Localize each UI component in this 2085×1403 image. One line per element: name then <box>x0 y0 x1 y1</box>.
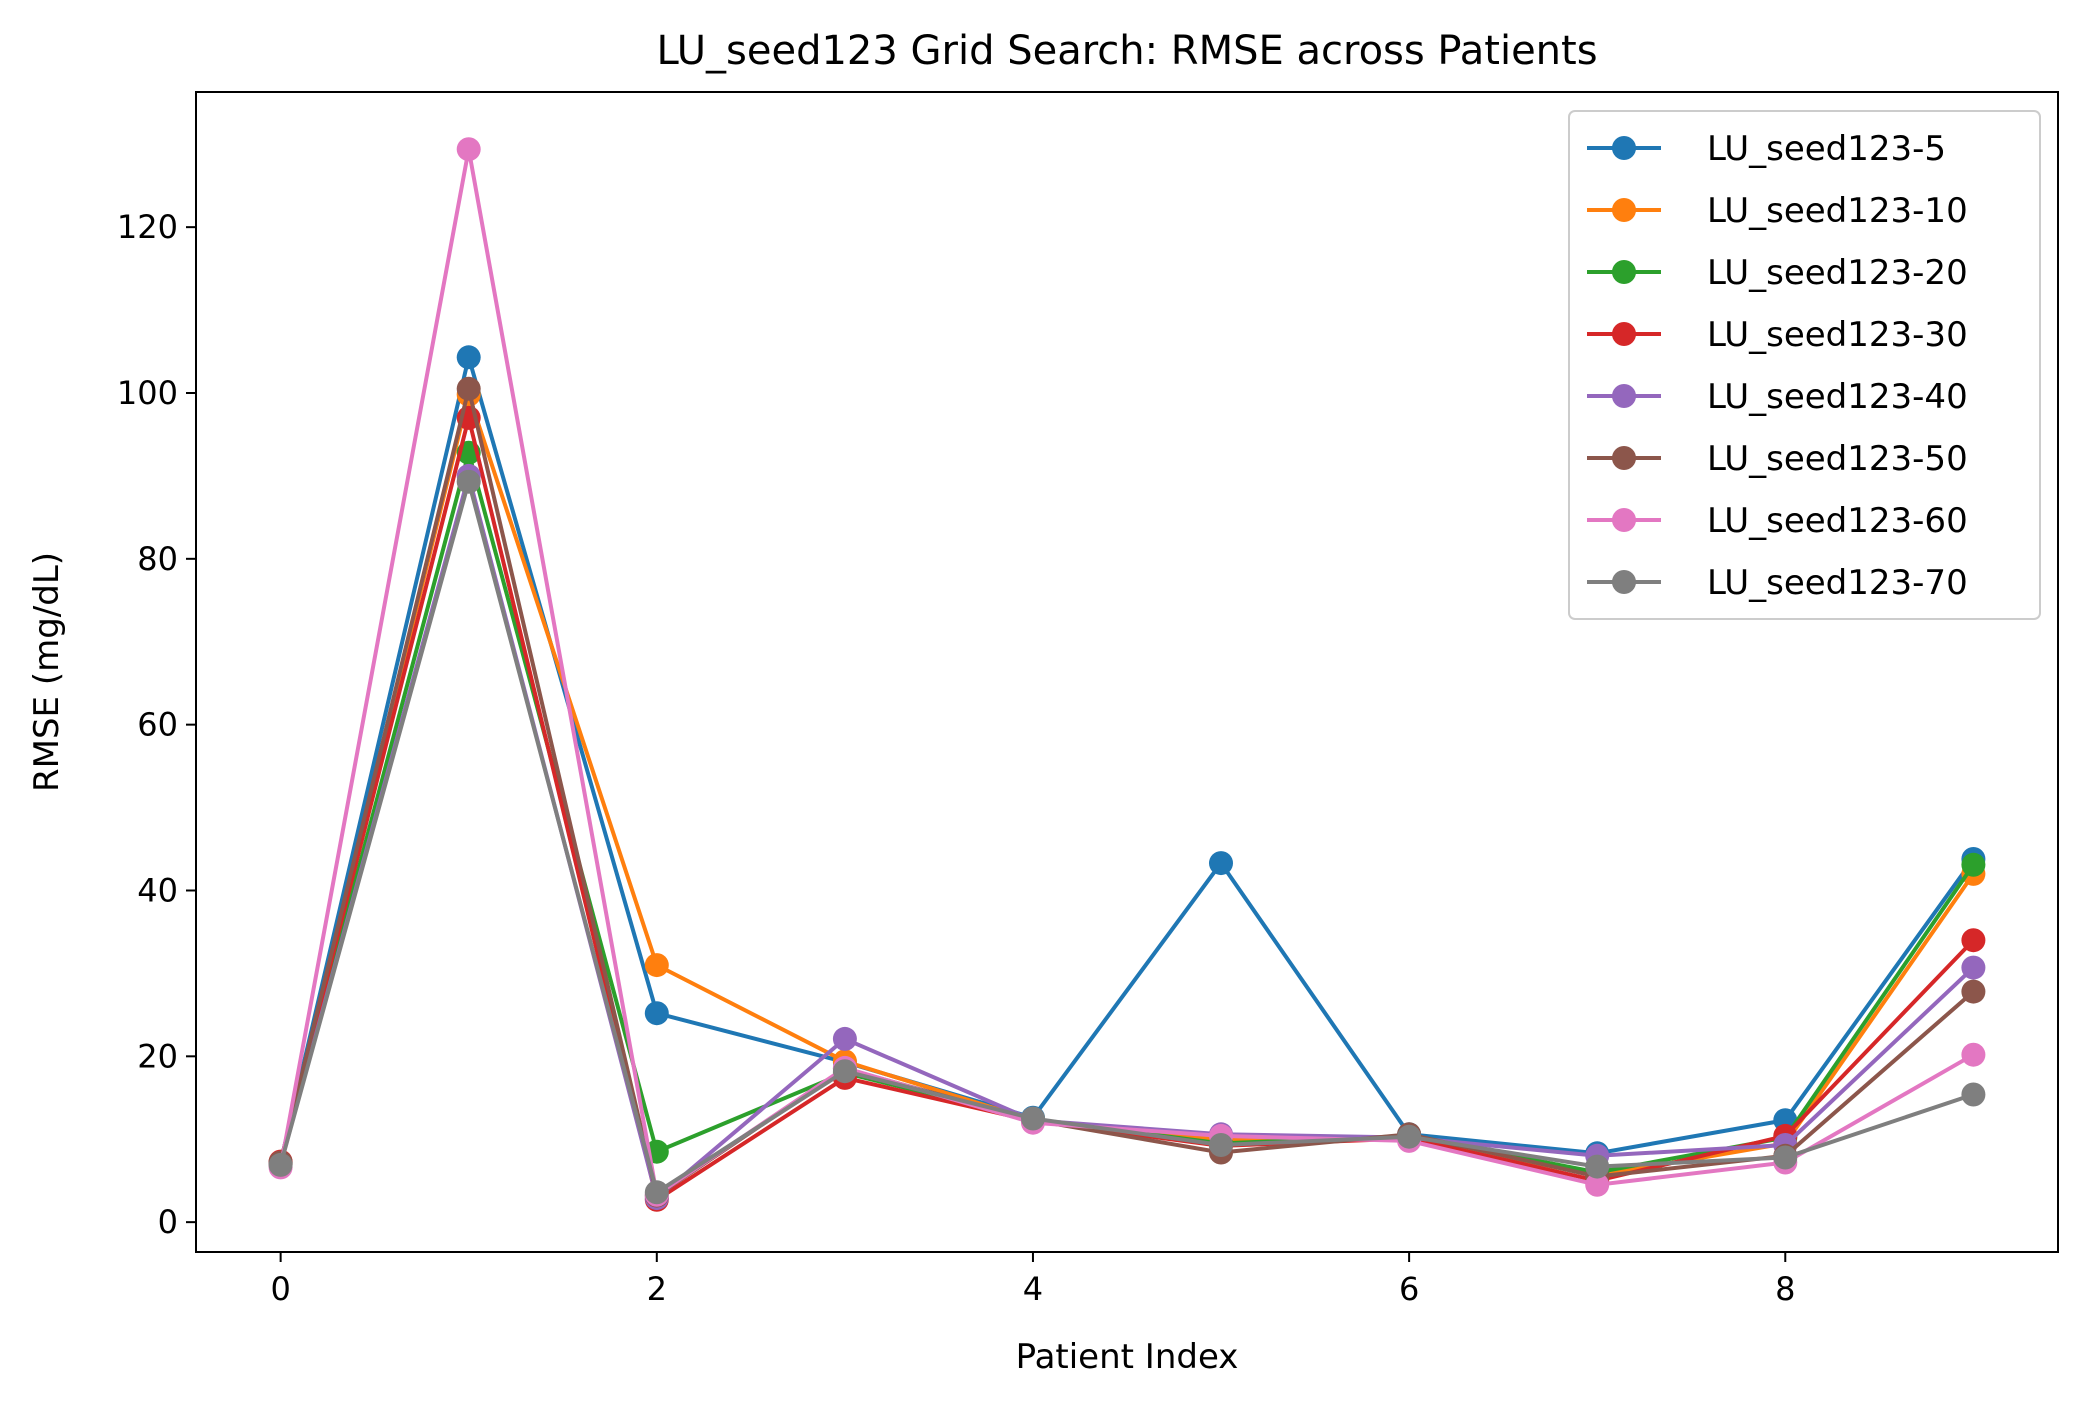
data-point <box>832 1026 857 1051</box>
legend-entry: LU_seed123-5 <box>1587 129 1946 169</box>
plot-frame <box>195 91 2059 1253</box>
legend-entry: LU_seed123-30 <box>1587 315 1968 355</box>
data-point <box>1209 851 1233 876</box>
data-point <box>1585 1172 1610 1197</box>
series-layer <box>268 137 1986 1212</box>
legend-label: LU_seed123-5 <box>1707 129 1946 169</box>
legend-label: LU_seed123-10 <box>1707 191 1968 231</box>
data-point <box>1773 1145 1798 1170</box>
data-point <box>456 376 481 401</box>
legend-entry: LU_seed123-50 <box>1587 439 1968 479</box>
data-point <box>1961 1082 1986 1107</box>
series-LU_seed123-70 <box>268 469 1986 1205</box>
legend-entry: LU_seed123-10 <box>1587 191 1968 231</box>
legend-box <box>1568 110 2041 620</box>
data-point <box>1961 928 1986 953</box>
y-tick-label: 120 <box>117 208 178 246</box>
y-tick-label: 0 <box>158 1203 178 1241</box>
data-point <box>1961 1042 1986 1067</box>
legend-label: LU_seed123-20 <box>1707 253 1968 293</box>
legend-marker <box>1612 322 1636 346</box>
data-point <box>1021 1106 1045 1131</box>
x-tick-label: 8 <box>1775 1270 1795 1308</box>
data-point <box>644 1001 669 1026</box>
y-tick-label: 20 <box>137 1037 178 1075</box>
data-point <box>456 137 481 162</box>
x-tick-label: 6 <box>1399 1270 1419 1308</box>
chart-title: LU_seed123 Grid Search: RMSE across Pati… <box>656 28 1597 74</box>
x-tick-label: 0 <box>270 1270 290 1308</box>
legend-entry: LU_seed123-60 <box>1587 501 1968 541</box>
x-tick-label: 4 <box>1023 1270 1043 1308</box>
legend-marker <box>1612 570 1636 594</box>
x-axis-label: Patient Index <box>1016 1337 1239 1377</box>
legend-entry: LU_seed123-70 <box>1587 563 1968 603</box>
legend-marker <box>1612 136 1636 160</box>
legend-marker <box>1612 260 1636 284</box>
legend-label: LU_seed123-40 <box>1707 377 1968 417</box>
y-axis-label: RMSE (mg/dL) <box>27 552 67 792</box>
data-point <box>1585 1154 1610 1179</box>
legend-entry: LU_seed123-40 <box>1587 377 1968 417</box>
legend-marker <box>1612 384 1636 408</box>
data-point <box>1209 1133 1233 1157</box>
legend-label: LU_seed123-60 <box>1707 501 1968 541</box>
data-point <box>644 1180 669 1205</box>
y-tick-label: 40 <box>137 871 178 909</box>
x-tick-label: 2 <box>647 1270 667 1308</box>
y-tick-label: 60 <box>137 706 178 744</box>
data-point <box>1961 955 1986 980</box>
x-axis: 0 2 4 6 8 <box>270 1252 1795 1308</box>
data-point <box>456 469 481 494</box>
data-point <box>1961 852 1986 877</box>
legend-marker <box>1612 446 1636 470</box>
y-tick-label: 80 <box>137 540 178 578</box>
data-point <box>456 345 481 370</box>
data-point <box>832 1059 857 1084</box>
legend-label: LU_seed123-70 <box>1707 563 1968 603</box>
series-line <box>278 147 1976 1197</box>
legend: LU_seed123-5 LU_seed123-10 LU_seed123-20 LU… <box>1568 110 2041 620</box>
series-line <box>278 386 1976 1198</box>
data-point <box>1397 1124 1422 1149</box>
legend-marker <box>1612 198 1636 222</box>
data-point <box>268 1152 293 1177</box>
y-axis: 0 20 40 60 80 100 120 <box>117 208 196 1241</box>
data-point <box>1961 979 1986 1004</box>
legend-label: LU_seed123-30 <box>1707 315 1968 355</box>
legend-entry: LU_seed123-20 <box>1587 253 1968 293</box>
data-point <box>644 953 669 978</box>
legend-marker <box>1612 508 1636 532</box>
y-tick-label: 100 <box>117 374 178 412</box>
series-line <box>278 479 1976 1195</box>
legend-label: LU_seed123-50 <box>1707 439 1968 479</box>
